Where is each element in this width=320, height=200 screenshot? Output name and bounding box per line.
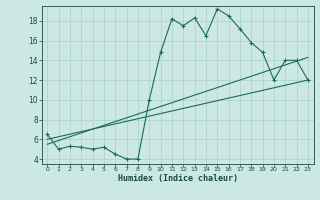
X-axis label: Humidex (Indice chaleur): Humidex (Indice chaleur) <box>118 174 237 183</box>
